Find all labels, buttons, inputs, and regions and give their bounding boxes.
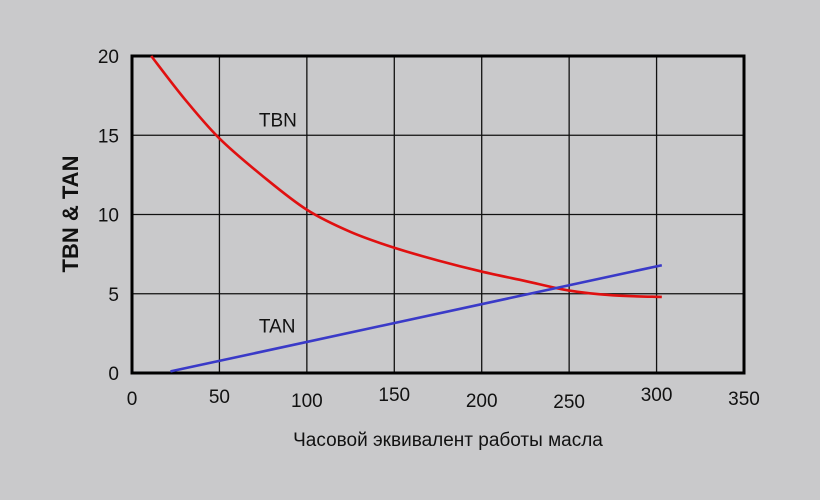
x-axis-ticks: 0 50 100 150 200 250 300 350	[127, 385, 760, 413]
x-tick-label: 150	[378, 385, 410, 406]
x-axis-label: Часовой эквивалент работы масла	[293, 430, 603, 451]
series-lines	[150, 55, 663, 373]
annotation-tbn: TBN	[259, 110, 297, 131]
x-tick-label: 350	[728, 389, 760, 410]
series-line-tan	[170, 263, 663, 373]
x-tick-label: 200	[466, 391, 498, 412]
x-tick-label: 100	[291, 391, 323, 412]
x-tick-label: 0	[127, 389, 138, 410]
y-axis-ticks: 0 5 10 15 20	[98, 47, 119, 385]
x-tick-label: 50	[209, 387, 230, 408]
y-tick-label: 10	[98, 206, 119, 227]
y-tick-label: 0	[108, 364, 119, 385]
x-tick-label: 300	[641, 385, 673, 406]
y-axis-label: TBN & TAN	[58, 156, 83, 273]
y-tick-label: 15	[98, 126, 119, 147]
plot-frame	[130, 54, 746, 375]
y-tick-label: 20	[98, 47, 119, 68]
grid-lines	[132, 56, 744, 373]
series-line-tbn	[150, 55, 662, 299]
y-tick-label: 5	[108, 285, 119, 306]
annotations: TBN TAN	[259, 110, 297, 337]
annotation-tan: TAN	[259, 316, 296, 337]
x-tick-label: 250	[553, 392, 585, 413]
